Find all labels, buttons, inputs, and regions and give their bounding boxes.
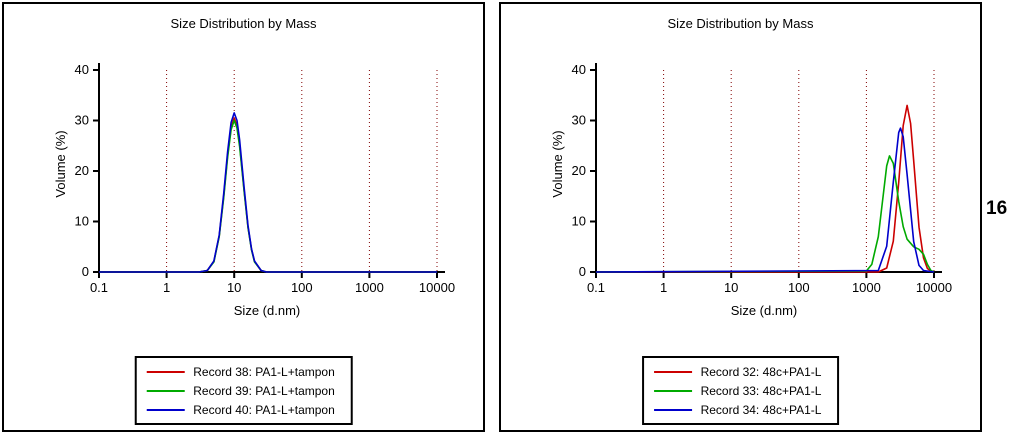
legend-box: Record 32: 48c+PA1-L Record 33: 48c+PA1-… xyxy=(641,356,840,425)
series-line xyxy=(596,104,935,273)
legend-item: Record 40: PA1-L+tampon xyxy=(146,401,335,418)
y-tick-label: 0 xyxy=(579,264,586,279)
y-tick-label: 0 xyxy=(82,264,89,279)
legend-line-red xyxy=(653,370,692,373)
x-tick-label: 100 xyxy=(788,280,810,295)
x-axis-label: Size (d.nm) xyxy=(233,303,301,318)
x-tick-label: 1000 xyxy=(852,280,881,295)
legend-label: Record 40: PA1-L+tampon xyxy=(193,402,335,417)
y-tick-label: 10 xyxy=(75,214,89,229)
series-line xyxy=(99,112,437,273)
x-tick-label: 10000 xyxy=(419,280,455,295)
size-distribution-chart-left: 0 10 20 30 40 0.1 1 10 100 1000 10000 xyxy=(75,62,456,295)
x-tick-label: 0.1 xyxy=(587,280,605,295)
legend-line-blue xyxy=(146,408,185,411)
x-tick-label: 10000 xyxy=(916,280,952,295)
chart-title: Size Distribution by Mass xyxy=(667,16,814,31)
legend-item: Record 32: 48c+PA1-L xyxy=(653,363,822,380)
legend-label: Record 39: PA1-L+tampon xyxy=(193,383,335,398)
legend-label: Record 38: PA1-L+tampon xyxy=(193,364,335,379)
x-tick-label: 1 xyxy=(163,280,170,295)
x-tick-label: 1000 xyxy=(355,280,384,295)
figure-number: 16 xyxy=(986,198,1008,219)
legend-item: Record 38: PA1-L+tampon xyxy=(146,363,335,380)
x-tick-label: 100 xyxy=(291,280,313,295)
legend-line-green xyxy=(653,389,692,392)
series-line xyxy=(99,117,437,273)
y-tick-label: 20 xyxy=(572,163,586,178)
legend-line-red xyxy=(146,370,185,373)
y-tick-label: 30 xyxy=(75,113,89,128)
legend-line-green xyxy=(146,389,185,392)
legend-item: Record 34: 48c+PA1-L xyxy=(653,401,822,418)
x-tick-label: 0.1 xyxy=(90,280,108,295)
y-tick-label: 10 xyxy=(572,214,586,229)
legend-label: Record 34: 48c+PA1-L xyxy=(700,402,822,417)
right-chart-panel: Size Distribution by Mass Volume (%) 0 10… xyxy=(499,2,982,432)
legend-box: Record 38: PA1-L+tampon Record 39: PA1-L… xyxy=(134,356,353,425)
legend-label: Record 32: 48c+PA1-L xyxy=(700,364,822,379)
x-axis-label: Size (d.nm) xyxy=(730,303,798,318)
series-line xyxy=(99,119,437,273)
series-line xyxy=(595,127,935,273)
legend-item: Record 33: 48c+PA1-L xyxy=(653,382,822,399)
left-chart-panel: Size Distribution by Mass Volume (%) 0 10… xyxy=(2,2,485,432)
y-tick-label: 30 xyxy=(572,113,586,128)
x-tick-label: 10 xyxy=(724,280,738,295)
x-tick-label: 1 xyxy=(660,280,667,295)
y-tick-label: 40 xyxy=(75,62,89,77)
y-tick-label: 40 xyxy=(572,62,586,77)
x-tick-label: 10 xyxy=(227,280,241,295)
series-line xyxy=(595,155,935,273)
legend-item: Record 39: PA1-L+tampon xyxy=(146,382,335,399)
legend-line-blue xyxy=(653,408,692,411)
size-distribution-chart-right: 0 10 20 30 40 0.1 1 10 100 1000 10000 xyxy=(572,62,953,295)
legend-label: Record 33: 48c+PA1-L xyxy=(700,383,822,398)
y-tick-label: 20 xyxy=(75,163,89,178)
chart-title: Size Distribution by Mass xyxy=(170,16,317,31)
